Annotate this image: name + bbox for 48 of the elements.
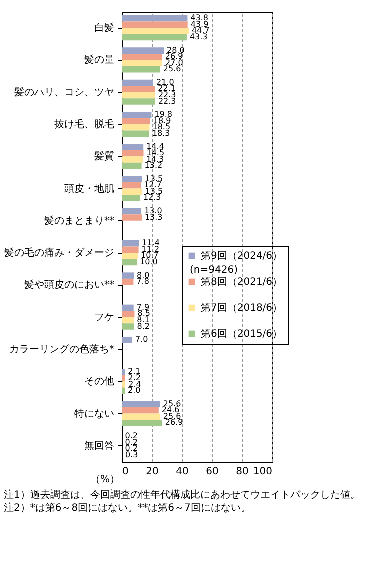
y-tick-label: 髪の量 — [84, 54, 114, 66]
y-tick-label: 髪質 — [94, 150, 114, 163]
data-label: 0.2 — [125, 438, 138, 447]
data-label: 7.0 — [136, 335, 148, 344]
x-tick-label: 80 — [236, 466, 249, 478]
data-label: 22.3 — [158, 96, 176, 106]
data-label: 10.0 — [140, 257, 158, 266]
x-tick-label: 0 — [122, 466, 129, 478]
y-tick-label: その他 — [84, 376, 114, 388]
data-label: 8.2 — [137, 322, 150, 331]
legend-label: 第8回（2021/6） — [201, 276, 283, 288]
data-label: 13.2 — [144, 161, 163, 170]
data-label: 25.6 — [163, 64, 182, 74]
legend-label: 第6回（2015/6） — [201, 328, 283, 340]
data-label: 13.3 — [144, 212, 163, 222]
x-axis-title: （%） — [90, 474, 120, 486]
y-tick-label: 髪や頭皮のにおい** — [24, 279, 114, 292]
y-tick-label: フケ — [94, 312, 114, 324]
data-label: 7.8 — [136, 277, 150, 286]
data-label: 2.0 — [128, 386, 141, 396]
legend-label: 第9回（2024/6） — [201, 250, 283, 262]
legend-label: 第7回（2018/6） — [201, 302, 283, 314]
data-label: 43.3 — [190, 32, 208, 42]
y-tick-label: 無回答 — [84, 440, 114, 452]
y-tick-label: 髪のハリ、コシ、ツヤ — [14, 86, 114, 98]
y-tick-label: 抜け毛、脱毛 — [54, 118, 114, 130]
x-tick-label: 100 — [253, 466, 272, 478]
annotation: (n=9426) — [190, 265, 238, 276]
data-label: 8.0 — [137, 270, 150, 280]
data-label: 18.3 — [152, 128, 170, 138]
data-label: 18.9 — [153, 116, 172, 126]
data-label: 21.0 — [156, 78, 174, 87]
x-tick-label: 60 — [206, 466, 219, 478]
text: 注1）過去調査は、今回調査の性年代構成比にあわせてウエイトバックした値。 — [4, 489, 360, 501]
data-label: 12.3 — [143, 193, 162, 202]
y-tick-label: 髪のまとまり** — [44, 214, 114, 227]
y-tick-label: 白髪 — [94, 22, 114, 34]
data-label: 22.3 — [158, 90, 176, 100]
x-tick-label: 40 — [176, 466, 189, 478]
data-label: 26.9 — [165, 418, 184, 428]
text: 注2）*は第6～8回にはない。**は第6～7回にはない。 — [4, 502, 251, 514]
y-tick-label: 頭皮・地肌 — [64, 182, 114, 195]
data-label: 0.3 — [125, 450, 138, 460]
data-label: 8.1 — [137, 315, 150, 324]
y-tick-label: 特にない — [74, 408, 114, 420]
y-tick-label: カラーリングの色落ち* — [10, 344, 114, 356]
y-tick-label: 髪の毛の痛み・ダメージ — [4, 247, 114, 260]
x-tick-label: 20 — [146, 466, 159, 478]
